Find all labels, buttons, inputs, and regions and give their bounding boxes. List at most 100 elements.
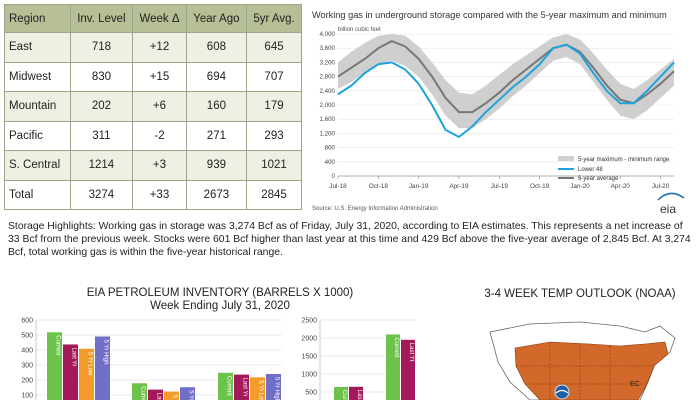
- x-tick-label: Oct-19: [530, 183, 550, 190]
- bar: [401, 339, 415, 400]
- y-tick-label: 800: [325, 145, 336, 152]
- temp-outlook-title: 3-4 WEEK TEMP OUTLOOK (NOAA): [484, 288, 676, 300]
- lower48-line: [337, 43, 675, 139]
- table-row: Total 3274 +33 2673 2845: [4, 179, 302, 210]
- table-cell: +33: [132, 179, 187, 210]
- y-tick-label: 400: [21, 348, 33, 355]
- table-header-cell: Inv. Level: [69, 4, 134, 33]
- storage-chart: Working gas in underground storage compa…: [312, 10, 685, 216]
- table-cell: Midwest: [4, 61, 71, 92]
- table-cell: East: [4, 32, 71, 63]
- state-lines: [516, 342, 654, 400]
- storage-chart-grid: [338, 33, 674, 177]
- y-tick-label: 0: [332, 173, 336, 180]
- bar: [63, 344, 78, 400]
- bar-label: 5 Yr High: [103, 340, 109, 365]
- x-tick-label: Jul-18: [329, 183, 347, 190]
- table-cell: 707: [246, 61, 302, 92]
- table-cell: +6: [132, 91, 187, 122]
- bar-label: 5 Yr High: [274, 377, 280, 400]
- storage-chart-ylabel: billion cubic feet: [338, 27, 381, 33]
- range-band: [338, 34, 674, 129]
- table-cell: 2673: [185, 179, 248, 210]
- petroleum-left-bars: Current Last Yr 5 Yr Low 5 Yr High Current La…: [47, 332, 281, 400]
- bar: [250, 377, 265, 400]
- bar-label: Current: [226, 376, 232, 396]
- storage-chart-yticks: 0 400 800 1,200 1,600 2,000 2,400 2,800 3,200 3,6…: [320, 31, 336, 180]
- inventory-subtitle: Week Ending July 31, 2020: [150, 299, 290, 312]
- table-cell: 830: [69, 61, 134, 92]
- table-row: Midwest 830 +15 694 707: [4, 61, 302, 92]
- table-cell: -2: [132, 120, 187, 151]
- y-tick-label: 4,000: [320, 31, 336, 38]
- bar-label: Current: [393, 337, 399, 357]
- table-header-row: Region Inv. Level Week Δ Year Ago 5yr Avg.: [4, 4, 302, 33]
- y-tick-label: 300: [21, 363, 33, 370]
- temp-outlook-map: EC: [489, 321, 676, 400]
- bar: [164, 391, 179, 400]
- y-tick-label: 100: [21, 393, 33, 400]
- bar-label: Last Yr: [156, 393, 162, 400]
- storage-table: Region Inv. Level Week Δ Year Ago 5yr Avg. E…: [4, 4, 302, 210]
- legend-range: 5-year maximum - minimum range: [578, 157, 670, 163]
- x-tick-label: Oct-18: [369, 183, 389, 190]
- y-tick-label: 500: [21, 333, 33, 340]
- table-cell: 1214: [69, 150, 134, 181]
- legend-lower48: Lower 48: [578, 167, 603, 173]
- petroleum-right-bars: Current Last Yr Current Last Yr: [334, 334, 415, 400]
- table-cell: 718: [69, 32, 134, 63]
- storage-chart-xticks: Jul-18 Oct-18 Jan-19 Apr-19 Jul-19 Oct-19 Jan-…: [329, 176, 670, 190]
- y-tick-label: 2000: [301, 336, 317, 343]
- table-cell: 939: [185, 150, 248, 181]
- x-tick-label: Apr-19: [449, 183, 469, 190]
- bar: [132, 383, 147, 400]
- table-cell: 2845: [246, 179, 302, 210]
- bar: [234, 374, 249, 400]
- y-tick-label: 2500: [301, 318, 317, 325]
- y-tick-label: 500: [305, 390, 317, 397]
- legend-range-swatch: [558, 156, 574, 161]
- table-cell: 202: [69, 91, 134, 122]
- table-cell: 293: [246, 120, 302, 151]
- y-tick-label: 2,800: [320, 74, 336, 81]
- bar-label: Current: [140, 386, 146, 400]
- y-tick-label: 1000: [301, 372, 317, 379]
- table-header-cell: Week Δ: [132, 4, 187, 33]
- bar: [334, 386, 348, 400]
- y-tick-label: 1500: [301, 354, 317, 361]
- x-tick-label: Jan-19: [409, 183, 429, 190]
- bar-label: Last Yr: [408, 343, 414, 362]
- eia-logo: eia: [657, 192, 685, 216]
- bar-label: Current: [55, 335, 61, 355]
- bar: [349, 386, 363, 400]
- bar: [386, 334, 400, 400]
- table-row: East 718 +12 608 645: [4, 32, 302, 63]
- table-cell: 311: [69, 120, 134, 151]
- warm-region: [514, 341, 669, 400]
- table-cell: +15: [132, 61, 187, 92]
- y-tick-label: 2,000: [320, 102, 336, 109]
- table-row: Pacific 311 -2 271 293: [4, 120, 302, 151]
- bar: [47, 332, 62, 400]
- avg-line: [337, 40, 675, 114]
- bar: [218, 372, 233, 400]
- y-tick-label: 600: [21, 318, 33, 325]
- table-cell: 3274: [69, 179, 134, 210]
- bar-label: 5 Yr Low: [172, 395, 178, 400]
- bar-label: Last Yr: [242, 378, 248, 397]
- y-tick-label: 1,600: [320, 116, 336, 123]
- noaa-logo-wave: [555, 389, 569, 394]
- storage-chart-legend: 5-year maximum - minimum range Lower 48 …: [558, 156, 670, 182]
- table-header-cell: 5yr Avg.: [246, 4, 302, 33]
- table-cell: 608: [185, 32, 248, 63]
- bar-label: 5 Yr Low: [87, 352, 93, 376]
- noaa-logo: [554, 384, 570, 400]
- legend-avg: 5-year average: [578, 176, 619, 182]
- bar-label: 5 Yr Low: [258, 380, 264, 400]
- table-header-cell: Region: [4, 4, 71, 33]
- x-tick-label: Jul-19: [491, 183, 509, 190]
- table-cell: +3: [132, 150, 187, 181]
- bar: [148, 389, 163, 400]
- bar: [180, 387, 195, 400]
